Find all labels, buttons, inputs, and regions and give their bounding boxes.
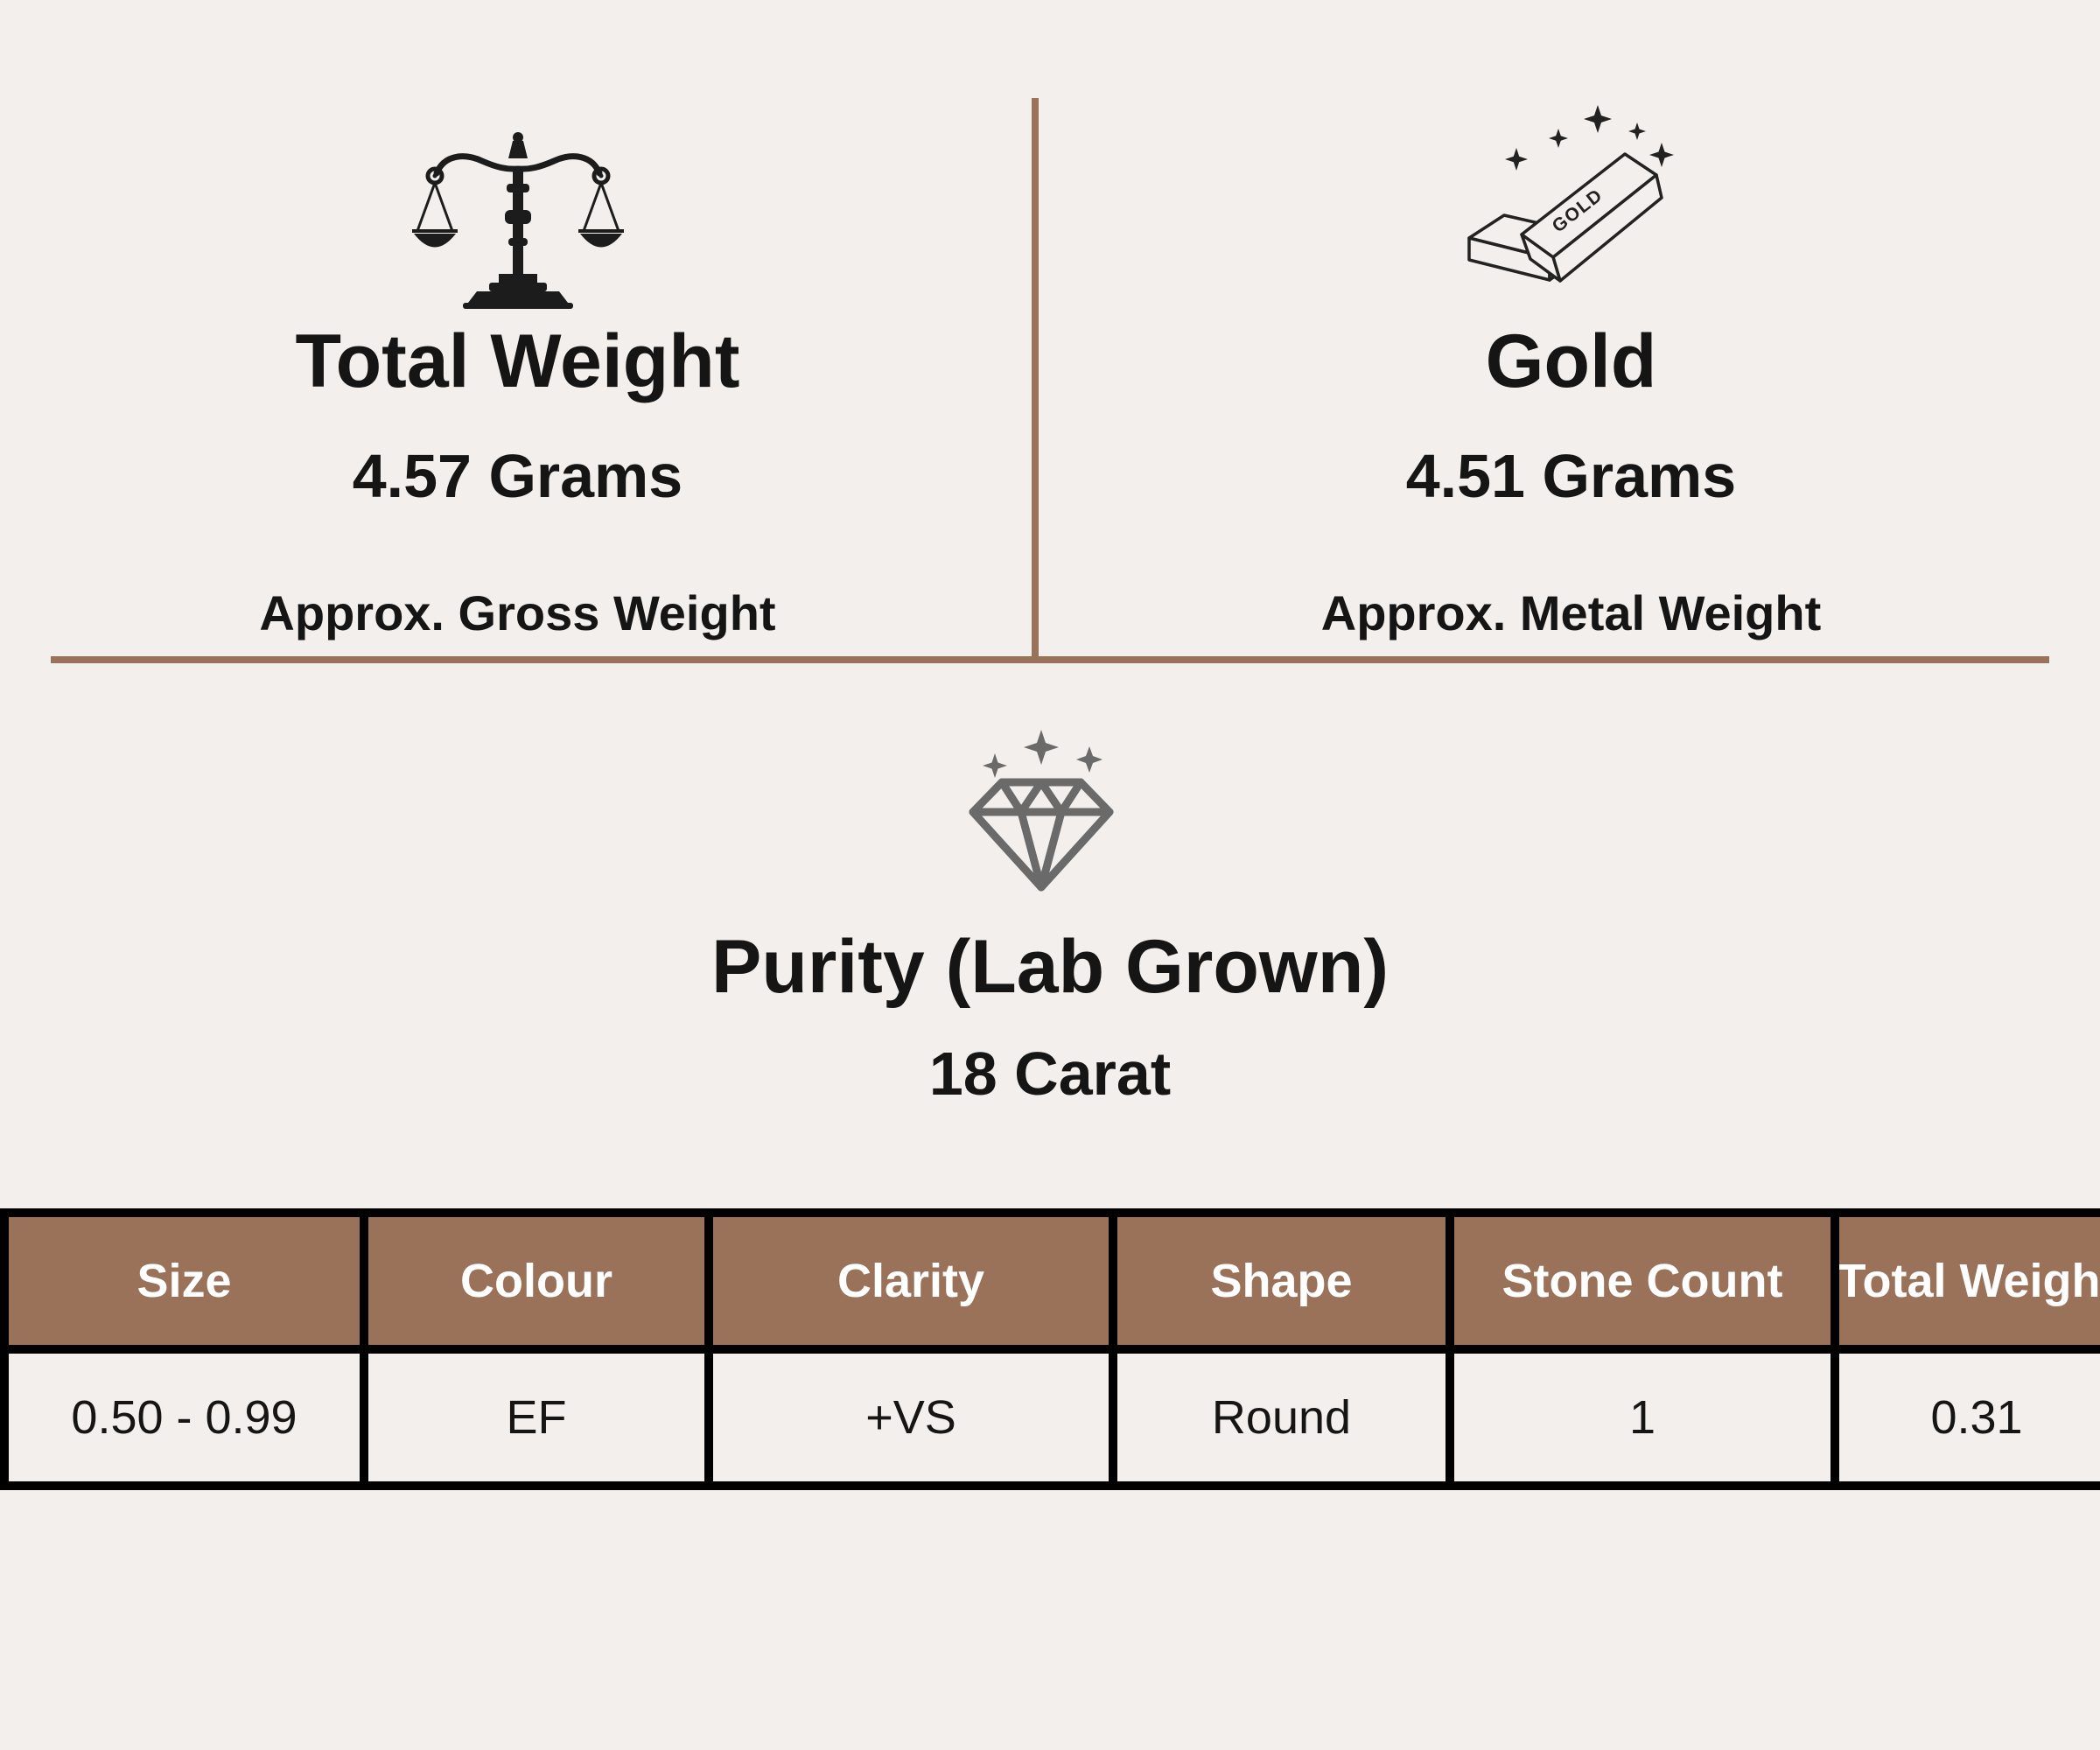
gold-title: Gold <box>1485 319 1657 403</box>
gold-caption: Approx. Metal Weight <box>1320 585 1822 640</box>
total-weight-caption: Approx. Gross Weight <box>259 585 776 640</box>
table-header-clarity: Clarity <box>713 1217 1109 1345</box>
table-cell-size: 0.50 - 0.99 <box>9 1354 360 1481</box>
gold-panel: GOLD Gold 4.51 Grams Approx. Metal Weigh… <box>1042 0 2100 661</box>
table-cell-total-weight: 0.31 <box>1839 1354 2100 1481</box>
vertical-divider <box>1032 98 1039 661</box>
table-cell-shape: Round <box>1117 1354 1446 1481</box>
table-header-colour: Colour <box>368 1217 704 1345</box>
table-cell-stone-count: 1 <box>1454 1354 1830 1481</box>
horizontal-divider <box>51 656 2049 663</box>
table-header-shape: Shape <box>1117 1217 1446 1345</box>
purity-title: Purity (Lab Grown) <box>711 925 1389 1009</box>
balance-scale-icon <box>409 130 627 309</box>
gold-value: 4.51 Grams <box>1405 442 1737 510</box>
stone-spec-table: Size Colour Clarity Shape Stone Count To… <box>0 1208 2100 1490</box>
total-weight-title: Total Weight <box>295 319 740 403</box>
table-cell-colour: EF <box>368 1354 704 1481</box>
purity-value: 18 Carat <box>928 1040 1172 1108</box>
total-weight-panel: Total Weight 4.57 Grams Approx. Gross We… <box>0 0 1035 661</box>
table-cell-clarity: +VS <box>713 1354 1109 1481</box>
table-header-size: Size <box>9 1217 360 1345</box>
total-weight-value: 4.57 Grams <box>352 442 683 510</box>
gold-bars-icon: GOLD <box>1453 105 1690 311</box>
table-header-stone-count: Stone Count <box>1454 1217 1830 1345</box>
diamond-icon <box>910 728 1172 899</box>
table-header-total-weight: Total Weight <box>1839 1217 2100 1345</box>
